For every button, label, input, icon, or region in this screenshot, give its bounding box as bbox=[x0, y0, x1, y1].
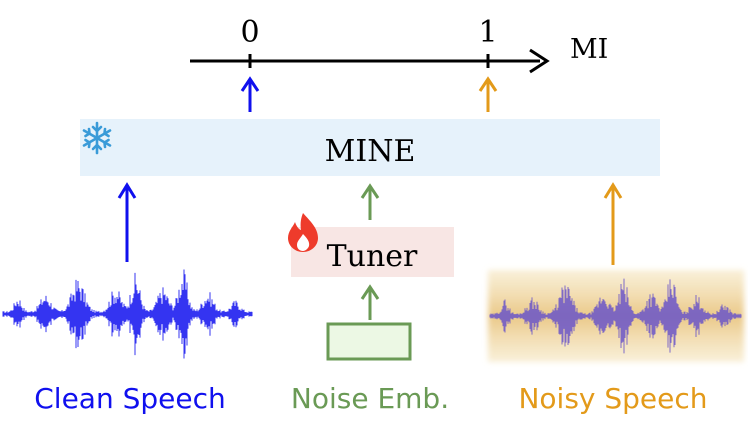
noisy-speech-waveform bbox=[488, 270, 744, 362]
mine-output-arrow-orange bbox=[478, 76, 498, 112]
mine-label: MINE bbox=[325, 134, 416, 169]
clean-to-mine-arrow bbox=[117, 182, 137, 262]
tuner-box: Tuner bbox=[291, 227, 454, 277]
snowflake-icon bbox=[82, 121, 112, 155]
mi-axis: 0 1 MI bbox=[190, 15, 608, 74]
clean-speech-label: Clean Speech bbox=[34, 382, 226, 415]
mi-axis-tick-one-label: 1 bbox=[478, 15, 497, 50]
clean-speech-waveform bbox=[2, 269, 253, 359]
mine-box: MINE bbox=[80, 119, 660, 176]
noisy-to-mine-arrow bbox=[603, 182, 623, 265]
tuner-label: Tuner bbox=[327, 239, 418, 274]
mi-axis-label: MI bbox=[570, 34, 608, 65]
fire-icon bbox=[288, 213, 318, 252]
mi-axis-arrowhead bbox=[529, 48, 550, 74]
noise-emb-label: Noise Emb. bbox=[291, 382, 449, 415]
noise-embedding-box bbox=[326, 322, 412, 361]
mi-axis-tick-zero-label: 0 bbox=[240, 15, 259, 50]
noise-to-tuner-arrow bbox=[360, 284, 380, 320]
noisy-speech-label: Noisy Speech bbox=[518, 382, 707, 415]
mine-output-arrow-blue bbox=[240, 76, 260, 112]
tuner-to-mine-arrow bbox=[360, 183, 380, 220]
